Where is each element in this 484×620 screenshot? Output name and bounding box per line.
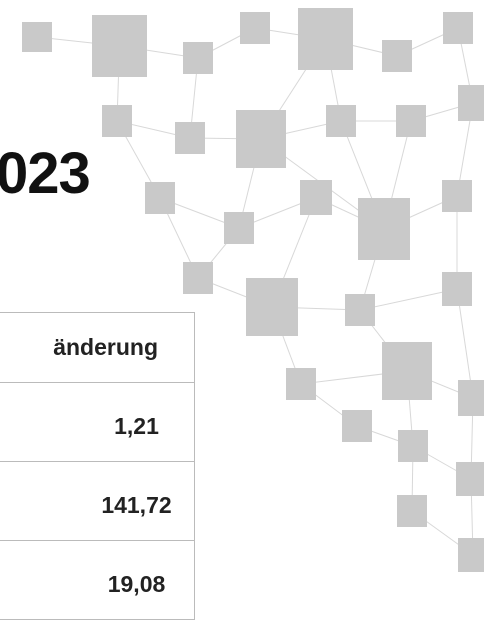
page: {"title": "023", "table": {"header": "än… (0, 8, 484, 620)
node (92, 15, 147, 77)
node (358, 198, 410, 260)
node (458, 538, 484, 572)
node (396, 105, 426, 137)
node (443, 12, 473, 44)
table-cell: 1,21 (0, 382, 195, 462)
node (102, 105, 132, 137)
node (183, 262, 213, 294)
node (382, 342, 432, 400)
node (22, 22, 52, 52)
link (359, 288, 458, 311)
table-row: 1,21 (0, 382, 195, 462)
table-row: 19,08 (0, 540, 195, 620)
node (240, 12, 270, 44)
node (382, 40, 412, 72)
table-cell: 141,72 (0, 461, 195, 541)
node (224, 212, 254, 244)
table-row: 141,72 (0, 461, 195, 541)
node (286, 368, 316, 400)
node (345, 294, 375, 326)
node (175, 122, 205, 154)
node (145, 182, 175, 214)
network-decoration (22, 8, 484, 572)
heading: 023 (0, 141, 91, 206)
node (300, 180, 332, 215)
column-header: änderung (0, 312, 195, 383)
node (342, 410, 372, 442)
node (442, 180, 472, 212)
node (326, 105, 356, 137)
node (458, 85, 484, 121)
link (456, 288, 474, 399)
table-body: 1,21 141,72 19,08 (0, 382, 195, 620)
node (236, 110, 286, 168)
table-cell: 19,08 (0, 540, 195, 620)
node (398, 430, 428, 462)
node (456, 462, 484, 496)
node (298, 8, 353, 70)
node (397, 495, 427, 527)
node (183, 42, 213, 74)
node (442, 272, 472, 306)
node (458, 380, 484, 416)
node (246, 278, 298, 336)
